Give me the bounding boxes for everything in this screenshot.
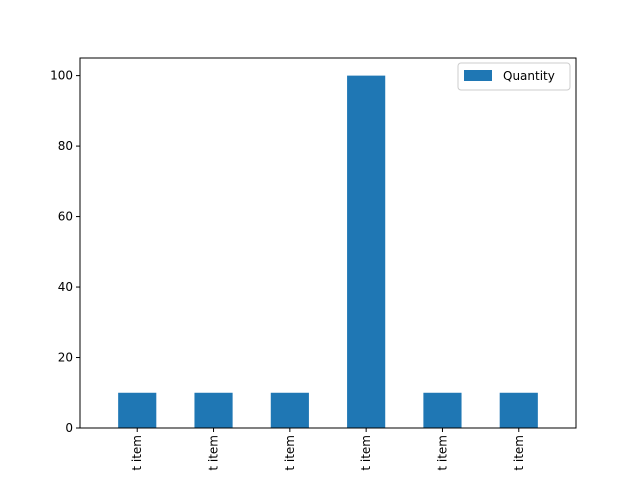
bar [270,392,309,428]
legend-frame [457,62,571,91]
x-tick-label: t item [359,435,373,471]
y-tick-label: 20 [58,351,73,365]
bar [118,392,157,428]
x-tick-label: t item [283,435,297,471]
x-tick-label: t item [130,435,144,471]
bar [347,75,386,428]
y-tick-label: 80 [58,139,73,153]
legend-swatch [464,70,492,81]
x-tick-label: t item [207,435,221,471]
bar [423,392,462,428]
y-tick-label: 100 [50,69,73,83]
bars-group [118,75,538,428]
y-tick-label: 60 [58,210,73,224]
x-tick-label: t item [435,435,449,471]
y-tick-label: 0 [65,421,73,435]
legend: Quantity [457,62,571,91]
x-axis: t item t item t item t item t item t item [130,428,526,471]
bar [194,392,233,428]
y-axis: 0 20 40 60 80 100 [50,69,80,435]
bar [499,392,538,428]
y-tick-label: 40 [58,280,73,294]
x-tick-label: t item [512,435,526,471]
plot-frame [79,57,577,429]
legend-label: Quantity [503,69,555,83]
